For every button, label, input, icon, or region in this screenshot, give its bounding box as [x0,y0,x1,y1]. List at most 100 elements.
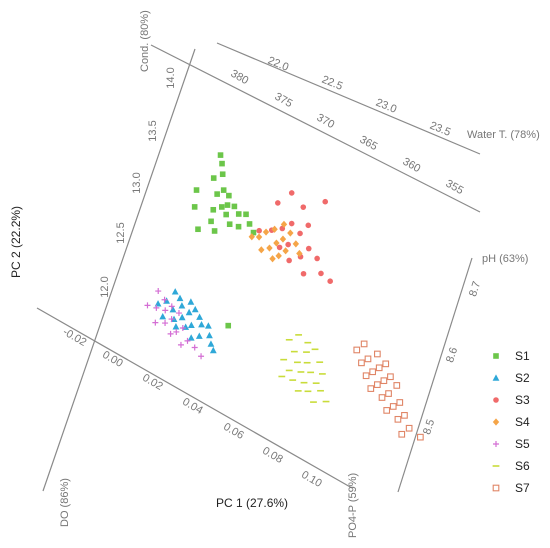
point-s7 [358,359,365,367]
point-s1 [243,211,249,218]
point-s7 [353,346,361,354]
water-temp-tick-labels: 22.0 22.5 23.0 23.5 [266,55,452,139]
point-s2 [198,320,205,328]
pc1-tick-label: 0.00 [100,349,125,370]
point-s1 [217,152,224,158]
legend-marker-s4 [492,418,500,426]
point-s5 [198,353,205,360]
point-s7 [382,360,390,368]
point-s5 [173,328,180,335]
point-s7 [385,390,392,397]
cond-tick-label: 12.0 [99,276,111,297]
point-s1 [191,204,198,210]
point-s1 [211,228,218,234]
point-s2 [204,322,212,329]
point-s7 [394,415,402,423]
water-temp-axis-line-outer [216,42,481,155]
water-temp-tick-label: 23.0 [374,97,398,116]
cond-axis-title: Cond. (80%) [139,10,151,72]
axis-lines [36,42,481,493]
water-temp-inner-tick-label: 365 [358,134,380,153]
pc1-title: PC 1 (27.6%) [216,496,288,510]
point-s5 [184,337,191,344]
point-s1 [235,211,242,217]
point-s7 [396,399,404,406]
point-s4 [258,246,265,254]
point-s5 [191,344,198,351]
pc1-tick-label: 0.10 [299,469,324,490]
point-s3 [305,222,312,229]
point-s4 [273,239,280,247]
point-s1 [219,160,225,167]
point-s5 [168,303,175,310]
point-s3 [318,270,324,277]
point-s7 [398,430,406,438]
point-s4 [269,255,276,263]
do-axis-title: DO (86%) [59,478,71,527]
point-s5 [167,330,174,337]
water-temp-tick-label: 22.5 [320,74,344,93]
point-s1 [220,187,227,193]
ph-axis-title: pH (63%) [482,253,528,265]
ph-tick-labels: 8.5 8.6 8.7 [421,280,483,436]
point-s1 [235,223,242,230]
point-s1 [210,206,217,213]
point-s7 [417,433,424,441]
point-s1 [219,204,225,210]
point-s7 [374,350,381,358]
cond-axis-line [42,48,196,492]
ph-tick-label: 8.7 [467,280,483,298]
point-s7 [360,340,368,348]
point-s3 [327,278,333,285]
point-s7 [362,372,370,380]
cond-tick-label: 12.5 [115,222,127,243]
point-s2 [196,313,203,320]
ph-tick-label: 8.5 [421,418,437,436]
point-s1 [226,192,232,199]
point-s4 [296,249,303,258]
point-s1 [219,171,226,178]
legend-label-s2: S2 [515,371,530,385]
pc1-tick-label: 0.06 [221,421,246,442]
point-s2 [178,302,186,309]
pc1-tick-label: -0.02 [61,326,89,349]
legend-label-s7: S7 [515,481,530,495]
legend-marker-s1 [493,353,499,359]
point-s2 [172,323,180,330]
legend-label-s5: S5 [515,437,530,451]
point-s3 [288,190,295,196]
point-s5 [152,319,159,326]
legend-label-s4: S4 [515,415,530,429]
point-s5 [155,288,162,295]
point-s1 [224,202,231,208]
water-temp-axis-line-inner [150,44,481,213]
point-s2 [191,305,199,313]
point-s2 [206,331,213,339]
point-s1 [246,221,253,227]
point-s4 [255,233,263,241]
point-s7 [380,377,388,385]
point-s2 [185,308,193,316]
point-s7 [383,407,391,414]
point-s2 [187,334,195,341]
point-s4 [287,229,294,237]
legend-marker-s3 [493,397,499,403]
point-s2 [187,298,195,305]
point-s3 [297,230,303,237]
legend-marker-s2 [492,374,500,381]
water-temp-inner-tick-label: 370 [315,112,337,131]
point-s7 [364,355,372,363]
point-s2 [176,294,184,302]
point-s1 [210,175,217,181]
point-s5 [175,310,182,317]
legend-marker-s5 [493,441,499,447]
pc1-axis-line [36,307,353,489]
point-s2 [154,300,162,307]
point-s3 [256,227,262,234]
point-s5 [144,302,151,309]
point-s7 [401,412,408,419]
point-s2 [169,306,177,313]
point-s7 [367,385,375,392]
data-points [144,152,424,441]
